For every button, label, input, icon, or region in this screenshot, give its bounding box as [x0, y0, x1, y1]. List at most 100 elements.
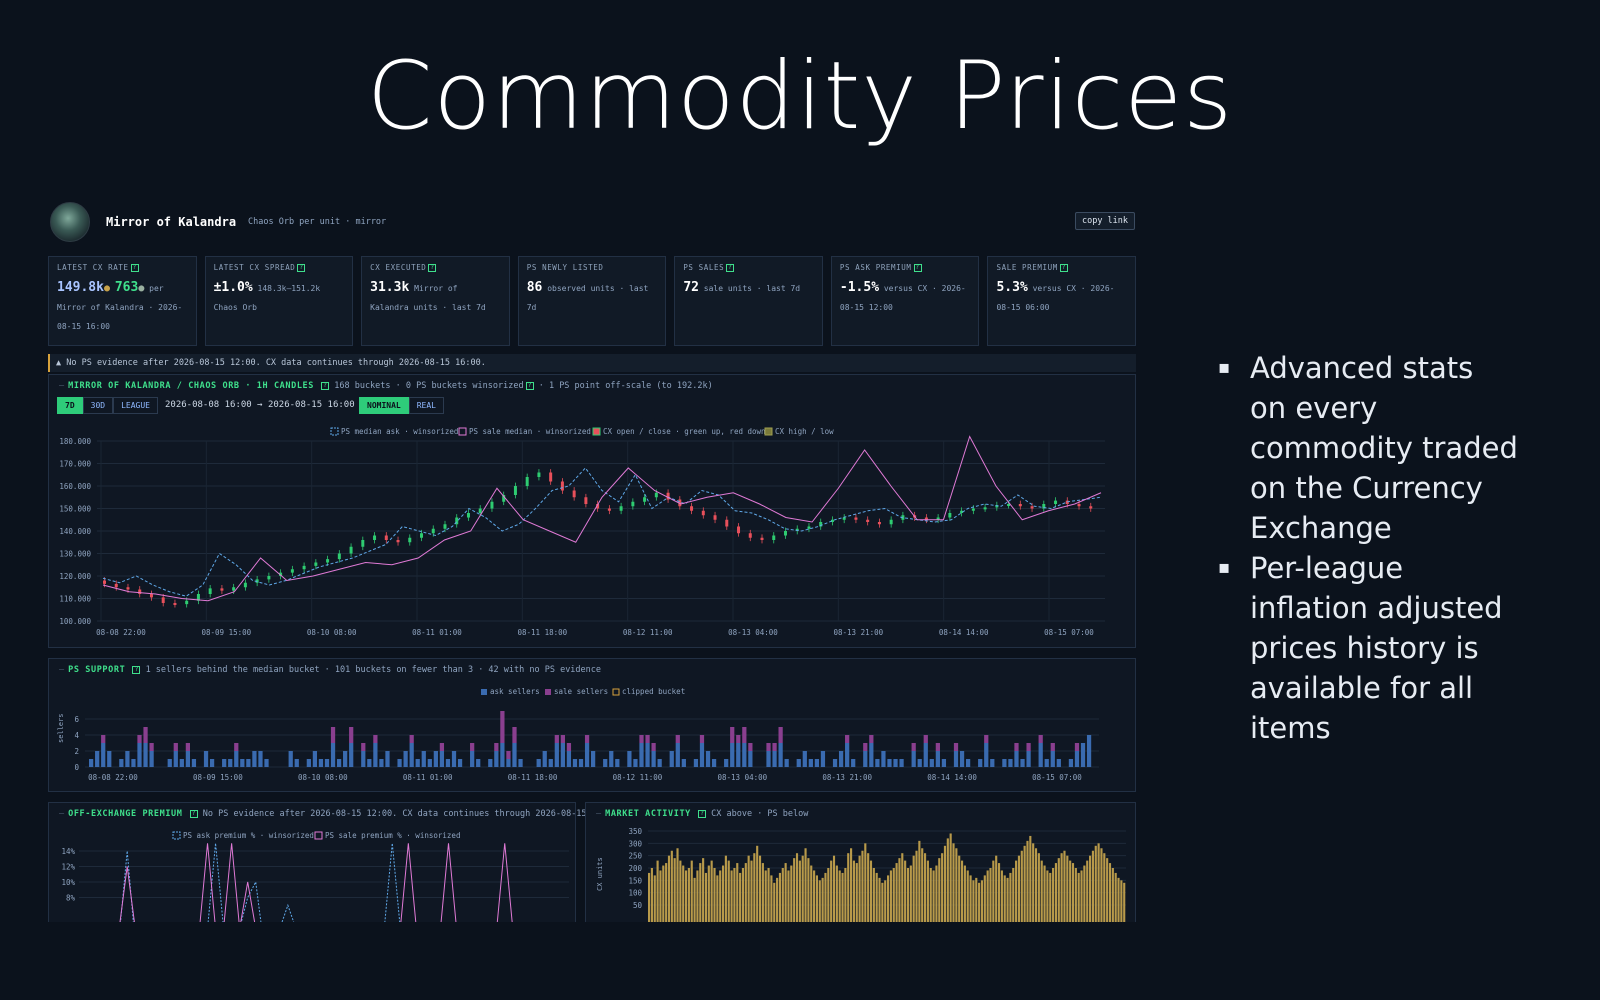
sale-sellers-bar [1074, 743, 1080, 751]
activity-bar [736, 863, 739, 922]
kpi-value: -1.5% [839, 280, 880, 295]
ask-sellers-bar [240, 759, 245, 767]
help-icon[interactable]: ? [297, 264, 306, 272]
activity-chart[interactable]: CX units 50 100 150 200 250 300 350 [586, 821, 1135, 922]
activity-bar [960, 860, 964, 922]
sale-sellers-bar [173, 743, 178, 751]
candle-body [619, 506, 623, 511]
candle-body [396, 540, 400, 543]
y-tick-label: 12% [61, 863, 75, 872]
ask-sellers-bar [288, 751, 293, 767]
sale-sellers-bar [923, 735, 928, 743]
ask-sellers-bar [796, 759, 801, 767]
tab-nominal[interactable]: NOMINAL [359, 397, 409, 414]
sale-sellers-bar [984, 735, 989, 743]
tab-7d[interactable]: 7D [57, 397, 83, 414]
activity-bar [702, 858, 705, 922]
activity-bar [781, 868, 784, 922]
ask-sellers-bar [403, 751, 408, 767]
ask-sellers-bar [929, 759, 934, 767]
help-icon[interactable]: ? [428, 264, 437, 272]
candle-body [549, 472, 553, 482]
candle-body [537, 472, 541, 477]
activity-bar [875, 872, 878, 922]
candle-body [701, 510, 705, 516]
candle-body [854, 517, 858, 520]
x-tick-label: 08-11 18:00 [508, 773, 558, 782]
activity-bar [1103, 853, 1106, 922]
activity-bar [844, 868, 847, 922]
y-tick-label: 8% [66, 894, 76, 903]
candle-body [607, 508, 611, 511]
tab-league[interactable]: LEAGUE [113, 397, 158, 414]
ask-sellers-bar [385, 751, 390, 767]
candle-body [455, 517, 459, 525]
candle-body [690, 506, 694, 511]
ask-sellers-bar [409, 743, 414, 767]
chart-legend: PS median ask · winsorized PS sale media… [330, 427, 834, 436]
ask-sellers-bar [802, 751, 807, 767]
activity-bar [659, 870, 662, 922]
y-tick-label: 14% [61, 847, 75, 856]
ask-sellers-bar [512, 743, 517, 767]
help-icon[interactable]: ? [130, 264, 139, 272]
help-icon[interactable]: ? [189, 810, 198, 818]
activity-bar [699, 863, 702, 922]
candle-body [161, 597, 165, 603]
help-icon[interactable]: ? [321, 382, 330, 390]
ask-sellers-bar [736, 743, 741, 767]
activity-bar [787, 870, 790, 922]
ask-sellers-bar [258, 751, 263, 767]
activity-bar [1100, 848, 1103, 922]
activity-bar [710, 860, 713, 922]
y-tick-label: 130.000 [59, 550, 91, 559]
kpi-row: LATEST CX RATE? 149.8k● 763● per Mirror … [48, 256, 1136, 346]
help-icon[interactable]: ? [913, 264, 922, 272]
activity-bar [966, 870, 969, 922]
candles-chart[interactable]: PS median ask · winsorized PS sale media… [49, 417, 1135, 649]
activity-bar [867, 853, 870, 922]
item-name: Mirror of Kalandra [106, 215, 237, 229]
activity-bar [730, 870, 733, 922]
activity-bar [869, 860, 873, 922]
tab-30d[interactable]: 30D [82, 397, 114, 414]
candle-body [666, 492, 670, 500]
ask-sellers-bar [923, 743, 928, 767]
activity-bar [1106, 858, 1109, 922]
help-icon[interactable]: ? [132, 666, 141, 674]
ask-sellers-bar [772, 751, 777, 767]
activity-bar [764, 870, 767, 922]
ask-sellers-bar [935, 751, 940, 767]
activity-bar [1037, 853, 1040, 922]
activity-bar [727, 860, 730, 922]
ask-sellers-bar [246, 759, 251, 767]
tab-real[interactable]: REAL [408, 397, 444, 414]
activity-bar [852, 860, 855, 922]
candle-body [220, 588, 224, 591]
sale-sellers-bar [639, 735, 644, 743]
ask-sellers-bar [234, 751, 239, 767]
activity-bar [673, 858, 676, 922]
activity-bar [995, 855, 998, 922]
help-icon[interactable]: ? [726, 264, 735, 272]
activity-bar [770, 875, 773, 922]
help-icon[interactable]: ? [1059, 264, 1068, 272]
activity-bar [807, 858, 810, 922]
y-tick-label: 140.000 [59, 527, 91, 536]
activity-bar [926, 860, 929, 922]
copy-link-button[interactable]: copy link [1075, 212, 1135, 230]
activity-bar [972, 880, 975, 922]
activity-bar [841, 872, 844, 922]
activity-bar [1020, 850, 1023, 922]
support-chart[interactable]: ask sellers sale sellers clipped bucket … [49, 677, 1135, 793]
premium-chart[interactable]: PS ask premium % · winsorized PS sale pr… [49, 821, 575, 922]
activity-bar [1026, 840, 1029, 922]
sale-sellers-bar [470, 743, 475, 751]
help-icon[interactable]: ? [525, 382, 534, 390]
help-icon[interactable]: ? [698, 810, 707, 818]
ask-sellers-bar [899, 759, 904, 767]
x-tick-label: 08-11 01:00 [403, 773, 453, 782]
kpi-label: LATEST CX SPREAD? [213, 263, 306, 272]
activity-bar [1080, 870, 1083, 922]
activity-bar [912, 855, 915, 922]
